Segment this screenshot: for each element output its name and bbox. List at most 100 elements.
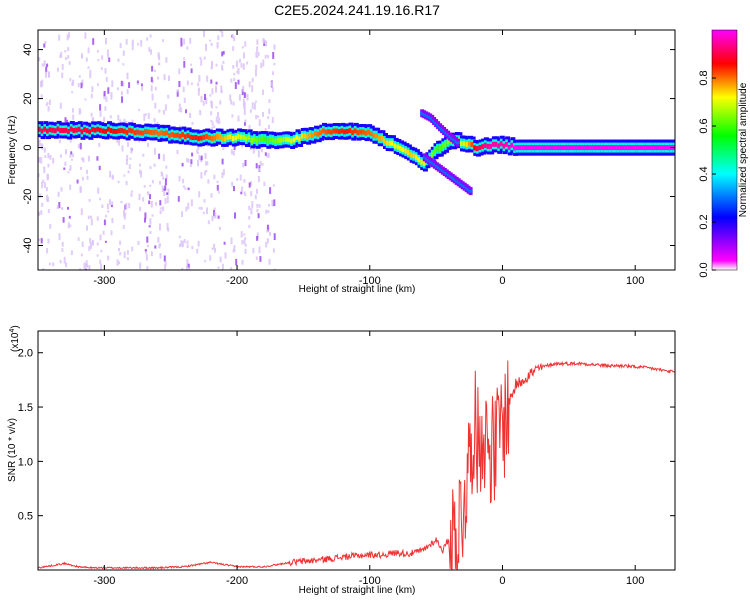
speckle-mark <box>205 169 208 172</box>
speckle-mark <box>256 209 259 213</box>
ridge-core-mark <box>420 159 426 165</box>
speckle-mark <box>89 73 92 79</box>
speckle-mark <box>237 115 240 122</box>
speckle-mark <box>209 94 212 97</box>
speckle-mark <box>248 224 251 229</box>
speckle-mark <box>96 242 99 246</box>
speckle-mark <box>205 44 207 52</box>
ridge-core-mark <box>412 153 418 159</box>
speckle-mark <box>263 181 266 186</box>
speckle-mark <box>273 233 276 240</box>
ridge-core-mark <box>85 128 91 134</box>
speckle-mark <box>107 210 110 213</box>
speckle-mark <box>187 202 190 210</box>
speckle-mark <box>259 161 262 166</box>
speckle-mark <box>241 240 244 245</box>
speckle-mark <box>126 72 129 80</box>
ridge-core-mark <box>316 131 322 137</box>
speckle-mark <box>149 231 152 234</box>
ridge-core-mark <box>629 145 635 151</box>
speckle-mark <box>104 106 107 111</box>
speckle-mark <box>207 220 210 225</box>
ridge-core-mark <box>75 127 81 133</box>
speckle-mark <box>268 124 270 129</box>
ridge-core-mark <box>46 128 51 134</box>
ridge-core-mark <box>523 145 529 151</box>
speckle-mark <box>262 59 265 67</box>
speckle-mark <box>237 67 240 75</box>
speckle-mark <box>41 79 44 87</box>
speckle-mark <box>189 112 192 119</box>
speckle-mark <box>165 165 168 169</box>
ridge-core-mark <box>497 143 503 149</box>
speckle-mark <box>232 65 235 69</box>
ridge-core-mark <box>298 136 304 142</box>
speckle-mark <box>159 223 161 231</box>
speckle-mark <box>183 97 186 103</box>
speckle-mark <box>183 238 186 244</box>
speckle-mark <box>255 69 257 77</box>
snr-frame <box>37 330 676 571</box>
ridge-core-mark <box>237 133 243 139</box>
speckle-mark <box>144 113 147 116</box>
speckle-mark <box>165 174 168 179</box>
speckle-mark <box>83 262 86 270</box>
speckle-mark <box>80 253 83 257</box>
speckle-mark <box>198 87 200 92</box>
snr-y-ticks: 0.5 1.0 1.5 2.0 <box>18 348 675 523</box>
speckle-mark <box>176 150 179 154</box>
speckle-mark <box>268 258 271 265</box>
speckle-mark <box>181 211 183 217</box>
ridge-core-mark <box>104 128 110 134</box>
speckle-mark <box>186 80 189 86</box>
speckle-mark <box>151 214 154 217</box>
speckle-mark <box>264 152 267 156</box>
ridge-core-mark <box>141 130 147 136</box>
speckle-mark <box>119 252 122 256</box>
speckle-mark <box>204 93 206 100</box>
ridge-core-mark <box>69 126 75 132</box>
speckle-mark <box>122 63 125 66</box>
ridge-core-mark <box>576 145 582 151</box>
speckle-mark <box>47 163 50 168</box>
speckle-mark <box>98 165 101 171</box>
ridge-core-mark <box>441 143 447 149</box>
speckle-mark <box>155 202 157 206</box>
ridge-core-mark <box>542 145 548 151</box>
speckle-mark <box>43 167 46 174</box>
ridge-core-mark <box>176 132 181 138</box>
ridge-core-mark <box>399 145 404 151</box>
speckle-mark <box>266 229 269 233</box>
ridge-core-mark <box>534 145 540 151</box>
speckle-mark <box>39 193 42 198</box>
speckle-mark <box>120 200 123 204</box>
ridge-core-mark <box>494 141 500 147</box>
speckle-mark <box>158 109 161 113</box>
branch-core-mark <box>456 141 460 145</box>
speckle-mark <box>69 78 72 82</box>
speckle-mark <box>232 46 235 51</box>
speckle-mark <box>218 121 221 124</box>
speckle-mark <box>231 114 234 118</box>
speckle-mark <box>60 51 63 58</box>
speckle-mark <box>224 252 227 259</box>
ridge-core-mark <box>616 145 622 151</box>
speckle-mark <box>209 39 212 42</box>
speckle-mark <box>90 93 93 99</box>
speckle-mark <box>260 148 263 153</box>
ridge-core-mark <box>664 145 670 151</box>
ridge-core-mark <box>648 145 654 151</box>
speckle-mark <box>121 96 123 103</box>
ridge-core-mark <box>247 134 253 140</box>
speckle-mark <box>249 109 252 113</box>
speckle-mark <box>77 83 80 88</box>
spectrogram-x-tick-label: -200 <box>226 275 248 287</box>
ridge-core-mark <box>491 141 497 147</box>
speckle-mark <box>205 161 208 166</box>
speckle-mark <box>40 81 42 88</box>
ridge-core-mark <box>433 148 439 154</box>
speckle-mark <box>244 193 247 197</box>
ridge-core-mark <box>146 129 152 135</box>
ridge-core-mark <box>367 129 373 135</box>
speckle-mark <box>78 108 81 115</box>
